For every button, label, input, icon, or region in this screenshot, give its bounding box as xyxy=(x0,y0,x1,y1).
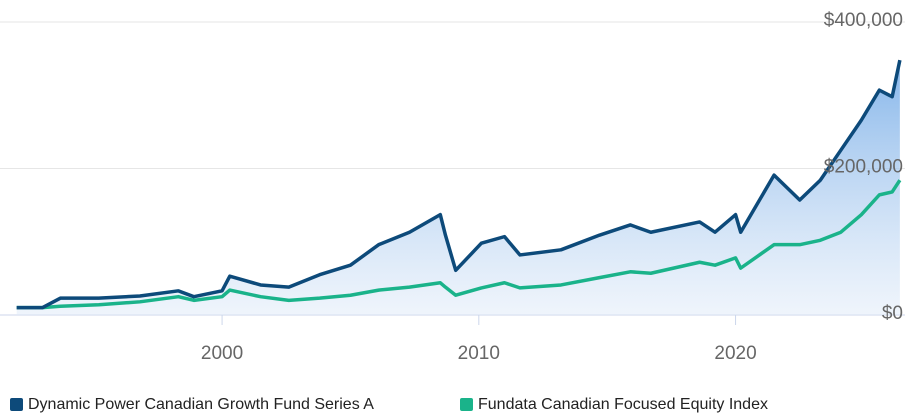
series-line xyxy=(16,179,902,310)
legend-label: Dynamic Power Canadian Growth Fund Serie… xyxy=(28,396,374,413)
area-fill xyxy=(16,60,900,316)
legend-label: Fundata Canadian Focused Equity Index xyxy=(478,396,768,413)
y-tick-label: $400,000 xyxy=(824,10,903,31)
x-tick-label: 2010 xyxy=(458,343,500,364)
y-tick-label: $200,000 xyxy=(824,157,903,178)
series-line xyxy=(16,59,902,310)
x-tick-label: 2000 xyxy=(201,343,243,364)
x-tick-label: 2020 xyxy=(714,343,756,364)
y-tick-label: $0 xyxy=(882,303,903,324)
legend-swatch xyxy=(460,398,473,411)
legend-swatch xyxy=(10,398,23,411)
